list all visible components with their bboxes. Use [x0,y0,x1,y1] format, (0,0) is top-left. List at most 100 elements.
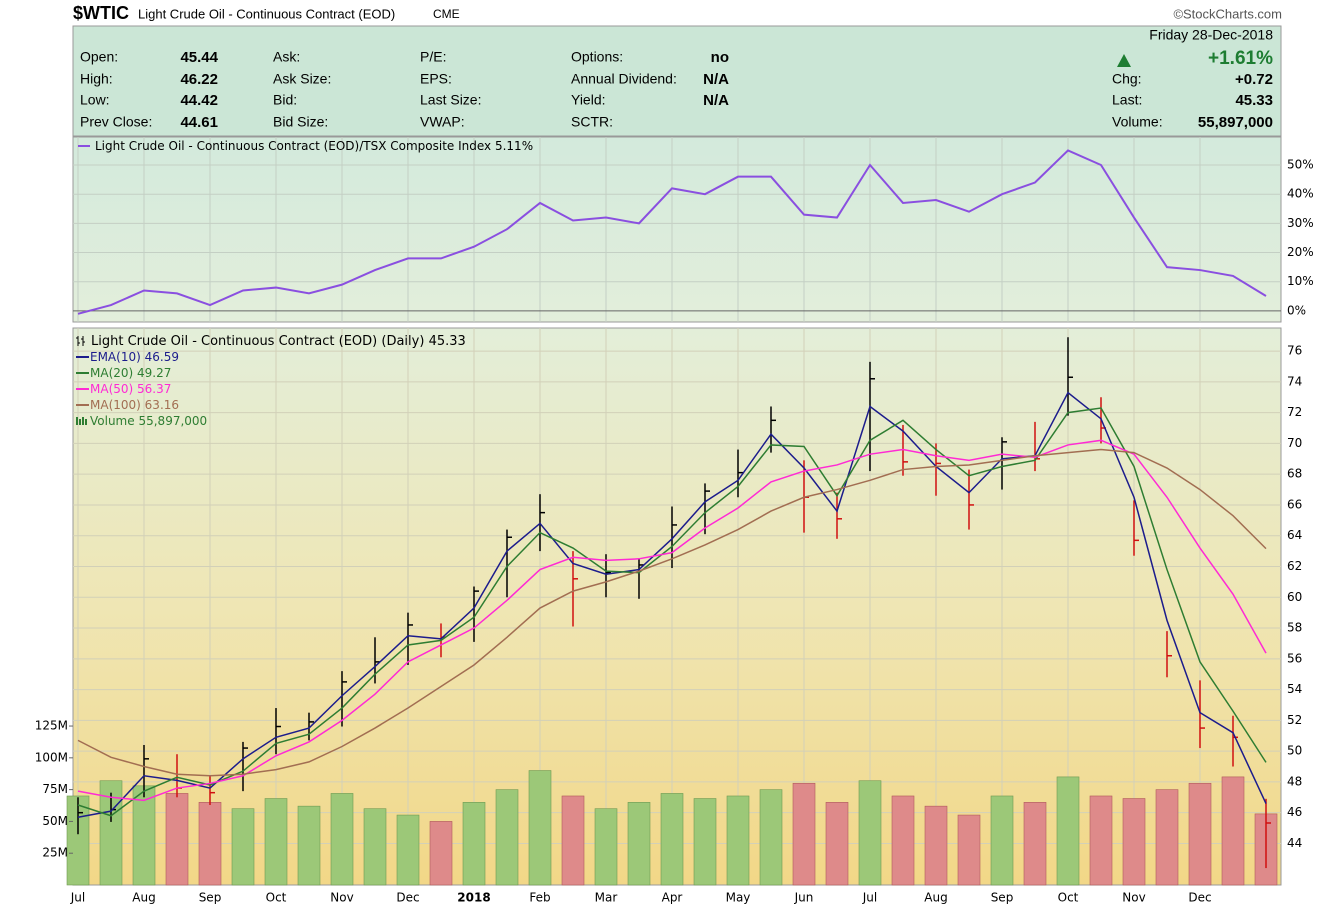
x-tick-label: Jun [794,891,814,905]
volume-bar [528,770,552,886]
y-tick-label: 50% [1287,158,1314,172]
volume-bar [264,798,288,886]
ohlc-bar [275,708,281,755]
price-panel [72,327,1282,886]
info-value: N/A [703,71,729,88]
line [77,448,1267,777]
legend-name: Light Crude Oil - Continuous Contract (E… [95,139,491,153]
volume-bar [1188,782,1212,886]
ohlc-bar [737,449,743,498]
volume-bar [297,805,321,886]
info-label: Open: [80,49,118,65]
info-label: Annual Dividend: [571,71,677,87]
legend-value: 63.16 [145,398,179,412]
x-tick-label: Jul [862,891,877,905]
y-tick-label: 52 [1287,713,1302,727]
info-value: 45.44 [180,49,218,66]
info-label: Last Size: [420,92,481,108]
volume-bar [231,808,255,886]
y-tick-label: 46 [1287,805,1302,819]
ohlc-bar [1166,631,1172,678]
y-tick-label: 68 [1287,467,1302,481]
ohlc-bar [935,443,941,496]
ohlc-bar [836,492,842,539]
y-tick-label: 50 [1287,744,1302,758]
legend-entry: MA(20) 49.27 [90,366,171,380]
y-tick-label: 54 [1287,682,1302,696]
y2-tick-label: 25M [42,846,68,860]
info-label: Bid Size: [273,114,328,130]
exchange: CME [433,7,460,21]
legend-value: 56.37 [137,382,171,396]
symbol: $WTIC [73,3,129,23]
ohlc-bar [869,361,875,472]
x-tick-label: Nov [330,891,353,905]
y-tick-label: 60 [1287,590,1302,604]
info-label: High: [80,71,113,87]
ohlc-bar [407,612,413,665]
ohlc-bar [143,744,149,798]
rs-panel [72,136,1282,323]
x-tick-label: Aug [132,891,155,905]
volume-bar [759,789,783,886]
x-tick-label: Aug [924,891,947,905]
ohlc-bar [506,529,512,598]
y-tick-label: 44 [1287,836,1302,850]
ohlc-bar [1067,337,1073,416]
volume-bar [330,793,354,886]
y-tick-label: 48 [1287,774,1302,788]
legend-entry: MA(50) 56.37 [90,382,171,396]
info-label: Ask: [273,49,300,65]
x-tick-label: Nov [1122,891,1145,905]
ohlc-bar [1133,500,1139,556]
volume-bar [495,789,519,886]
legend-name: Volume [90,414,135,428]
legend-name: MA(20) [90,366,133,380]
y-tick-label: 74 [1287,374,1302,388]
y-tick-label: 10% [1287,274,1314,288]
info-value: 46.22 [180,71,218,88]
volume-bar [66,795,90,886]
legend-ohlc-icon [76,336,85,346]
marks [66,149,1278,886]
y-tick-label: 72 [1287,405,1302,419]
ohlc-bar [671,506,677,569]
info-value: 45.33 [1235,92,1273,109]
legend-value: 55,897,000 [138,414,207,428]
x-tick-label: Mar [595,891,618,905]
y-tick-label: 64 [1287,528,1302,542]
info-label: Ask Size: [273,71,331,87]
info-label: Options: [571,49,623,65]
x-tick-label: Dec [396,891,419,905]
volume-bar [165,793,189,886]
volume-bar [858,780,882,886]
volume-bar [1221,776,1245,886]
info-value: +0.72 [1235,71,1273,88]
volume-bar [1023,802,1047,886]
x-tick-label: Feb [529,891,550,905]
volume-bar [594,808,618,886]
info-value: no [711,49,729,66]
x-tick-label: Sep [199,891,222,905]
legend-name: EMA(10) [90,350,141,364]
x-tick-label: Oct [266,891,287,905]
x-tick-label: Jul [70,891,85,905]
y2-tick-label: 100M [35,750,68,764]
legend-entry: EMA(10) 46.59 [90,350,179,364]
ohlc-bar [968,469,974,530]
up-arrow [1117,54,1131,67]
x-tick-label: Apr [662,891,683,905]
volume-bar [462,802,486,886]
volume-bar [1056,776,1080,886]
ohlc-bar [242,741,248,792]
volume-bar [396,814,420,886]
legend-entry: Volume 55,897,000 [90,414,207,428]
volume-bar [957,814,981,886]
info-panel [72,25,1282,137]
line [77,439,1267,802]
info-label: Yield: [571,92,606,108]
info-label: Low: [80,92,110,108]
ohlc-bar [473,586,479,642]
legend-value: 45.33 [429,334,466,349]
